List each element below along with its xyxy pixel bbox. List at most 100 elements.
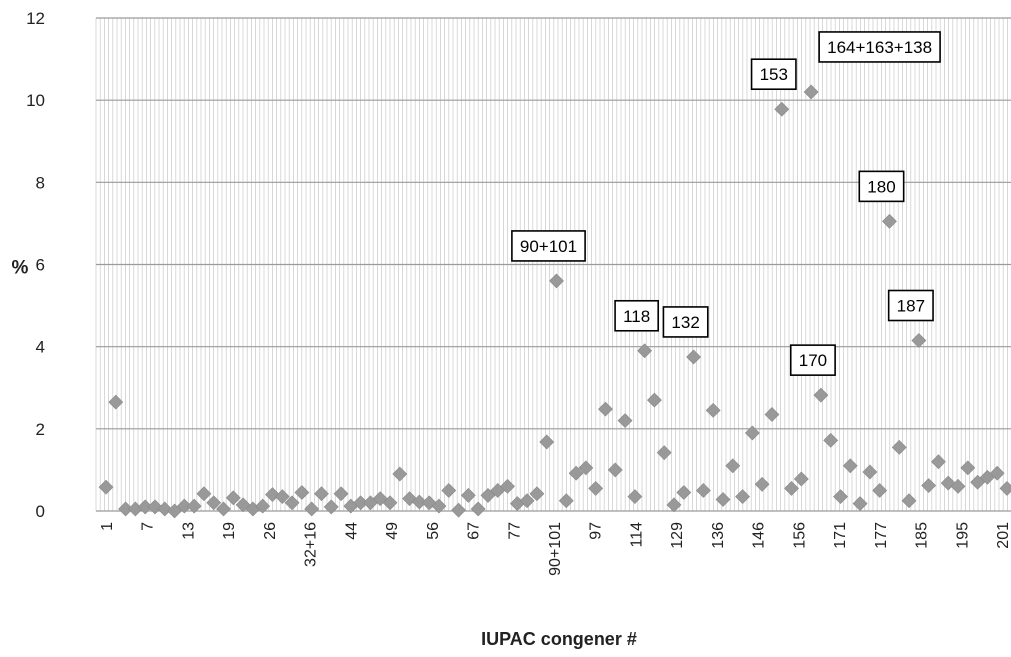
callout-label: 153 bbox=[760, 65, 788, 84]
callout-box bbox=[818, 31, 941, 63]
data-point bbox=[500, 478, 515, 494]
x-tick-label: 44 bbox=[343, 522, 360, 540]
x-tick-label: 201 bbox=[995, 522, 1011, 549]
data-point bbox=[676, 485, 692, 500]
data-point bbox=[803, 84, 819, 100]
y-tick-label: 4 bbox=[36, 338, 45, 357]
data-point bbox=[931, 454, 946, 470]
data-point bbox=[813, 387, 829, 403]
callout: 187 bbox=[887, 289, 934, 322]
data-point bbox=[607, 462, 623, 478]
x-tick-label: 19 bbox=[221, 522, 238, 540]
callouts: 90+101 118 132 153 164+163+138 170 180 187 bbox=[511, 31, 941, 376]
callout-label: 187 bbox=[897, 297, 925, 316]
data-point bbox=[255, 498, 271, 514]
data-point bbox=[882, 213, 897, 229]
data-point bbox=[744, 425, 760, 441]
x-tick-label: 1 bbox=[99, 522, 116, 531]
callout-box bbox=[750, 58, 797, 91]
callout-box bbox=[789, 344, 836, 376]
data-point bbox=[333, 486, 349, 502]
data-point bbox=[460, 487, 476, 503]
callout-box bbox=[511, 230, 586, 262]
data-point bbox=[294, 485, 310, 500]
data-point bbox=[382, 495, 398, 511]
data-point bbox=[921, 478, 937, 493]
x-tick-label: 32+16 bbox=[303, 522, 320, 567]
data-point bbox=[784, 480, 799, 496]
callout-box bbox=[614, 299, 659, 332]
data-point bbox=[960, 460, 976, 476]
data-point bbox=[392, 466, 408, 482]
data-point bbox=[911, 333, 927, 348]
gridlines bbox=[95, 17, 1011, 512]
data-point bbox=[118, 501, 134, 517]
x-tick-label: 26 bbox=[262, 522, 279, 540]
data-point bbox=[764, 407, 780, 422]
x-tick-label: 67 bbox=[466, 522, 483, 540]
data-point bbox=[656, 445, 672, 461]
callout-label: 118 bbox=[623, 307, 650, 326]
data-point bbox=[529, 486, 545, 502]
data-point bbox=[647, 392, 662, 408]
data-point bbox=[186, 498, 202, 514]
callout-box bbox=[887, 289, 934, 322]
data-point bbox=[793, 471, 809, 487]
x-tick-label: 114 bbox=[628, 522, 645, 548]
data-point bbox=[431, 498, 447, 514]
x-tick-label: 195 bbox=[954, 522, 971, 549]
data-point bbox=[666, 497, 682, 513]
x-axis-label: IUPAC congener # bbox=[481, 629, 637, 649]
data-point bbox=[451, 502, 466, 518]
y-tick-label: 12 bbox=[26, 9, 45, 28]
y-tick-label: 0 bbox=[36, 502, 45, 521]
y-tick-label: 8 bbox=[36, 173, 45, 192]
data-point bbox=[754, 476, 770, 492]
x-tick-label: 177 bbox=[873, 522, 890, 549]
y-axis-ticks: 0 2 4 6 8 10 12 bbox=[26, 9, 45, 521]
data-point bbox=[588, 480, 604, 496]
data-point bbox=[686, 349, 702, 365]
data-point bbox=[705, 402, 721, 418]
y-tick-label: 10 bbox=[26, 91, 45, 110]
data-points bbox=[98, 84, 1011, 519]
callout-label: 180 bbox=[867, 177, 895, 196]
data-point bbox=[637, 343, 653, 359]
data-point bbox=[970, 474, 986, 490]
data-point bbox=[519, 493, 535, 509]
callout: 170 bbox=[789, 344, 836, 376]
data-point bbox=[735, 489, 751, 505]
callout: 153 bbox=[750, 58, 797, 91]
data-point bbox=[304, 501, 320, 517]
callout-label: 132 bbox=[671, 313, 699, 332]
data-point bbox=[225, 490, 241, 506]
data-point bbox=[833, 489, 848, 505]
x-tick-label: 7 bbox=[140, 522, 157, 531]
x-tick-label: 171 bbox=[832, 522, 849, 549]
x-tick-label: 185 bbox=[914, 522, 931, 549]
data-point bbox=[216, 501, 231, 517]
x-tick-label: 90+101 bbox=[547, 522, 564, 576]
y-axis-label: % bbox=[12, 258, 29, 279]
callout-box bbox=[858, 170, 905, 203]
x-tick-label: 49 bbox=[384, 522, 401, 540]
data-point bbox=[196, 486, 212, 502]
data-point bbox=[558, 493, 574, 509]
data-point bbox=[353, 495, 369, 511]
data-point bbox=[627, 489, 643, 505]
x-tick-label: 13 bbox=[180, 522, 197, 540]
x-tick-label: 146 bbox=[751, 522, 768, 549]
data-point bbox=[950, 478, 966, 494]
callout-label: 170 bbox=[799, 351, 827, 370]
data-point bbox=[441, 483, 457, 498]
data-point bbox=[852, 496, 868, 512]
data-point bbox=[999, 480, 1011, 496]
x-tick-label: 77 bbox=[506, 522, 523, 540]
data-point bbox=[549, 273, 564, 289]
data-point bbox=[314, 486, 329, 502]
data-point bbox=[206, 495, 222, 511]
x-axis-ticks: 1 7 13 19 26 32+16 44 49 56 67 77 90+101 97 114 129 136… bbox=[99, 522, 1011, 576]
data-point bbox=[539, 434, 555, 450]
data-point bbox=[147, 499, 163, 515]
data-point bbox=[323, 499, 339, 515]
